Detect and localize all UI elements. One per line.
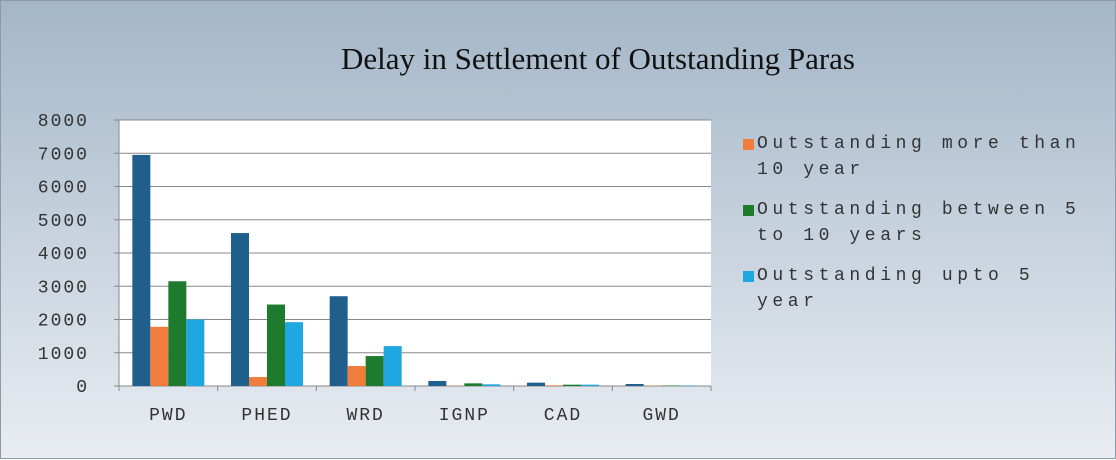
legend: Outstanding more than 10 year Outstanding…	[743, 131, 1108, 329]
legend-label: Outstanding more than 10 year	[757, 134, 1080, 180]
bar	[150, 327, 168, 386]
y-tick-label: 5000	[38, 212, 89, 232]
y-tick-label: 0	[76, 378, 89, 398]
bar	[545, 385, 563, 386]
legend-swatch	[743, 139, 754, 150]
bar	[348, 366, 366, 386]
chart-title: Delay in Settlement of Outstanding Paras	[341, 41, 855, 76]
bar	[186, 320, 204, 387]
x-tick-label: PHED	[241, 406, 292, 426]
legend-swatch	[743, 271, 754, 282]
bar	[428, 381, 446, 386]
legend-swatch	[743, 205, 754, 216]
legend-item: Outstanding more than 10 year	[743, 131, 1108, 183]
bar	[581, 385, 599, 386]
bar	[384, 346, 402, 386]
bar	[563, 385, 581, 386]
bar	[285, 322, 303, 386]
y-tick-label: 4000	[38, 245, 89, 265]
x-tick-label: IGNP	[439, 406, 490, 426]
y-tick-label: 3000	[38, 278, 89, 298]
bar	[366, 356, 384, 386]
bar	[527, 383, 545, 386]
y-tick-label: 7000	[38, 145, 89, 165]
y-tick-label: 2000	[38, 312, 89, 332]
bar	[231, 233, 249, 386]
bar	[249, 377, 267, 386]
bar	[267, 305, 285, 386]
legend-label: Outstanding upto 5 year	[757, 266, 1034, 312]
bar	[330, 296, 348, 386]
bar	[464, 383, 482, 386]
x-tick-label: WRD	[346, 406, 384, 426]
bar	[482, 384, 500, 386]
x-tick-label: GWD	[642, 406, 680, 426]
legend-item: Outstanding between 5 to 10 years	[743, 197, 1108, 249]
bar	[168, 281, 186, 386]
legend-label: Outstanding between 5 to 10 years	[757, 200, 1080, 246]
x-tick-label: CAD	[544, 406, 582, 426]
x-tick-label: PWD	[149, 406, 187, 426]
bar	[132, 155, 150, 386]
y-tick-label: 1000	[38, 345, 89, 365]
legend-item: Outstanding upto 5 year	[743, 263, 1108, 315]
bar	[626, 384, 644, 386]
y-tick-label: 8000	[38, 112, 89, 132]
y-tick-label: 6000	[38, 179, 89, 199]
